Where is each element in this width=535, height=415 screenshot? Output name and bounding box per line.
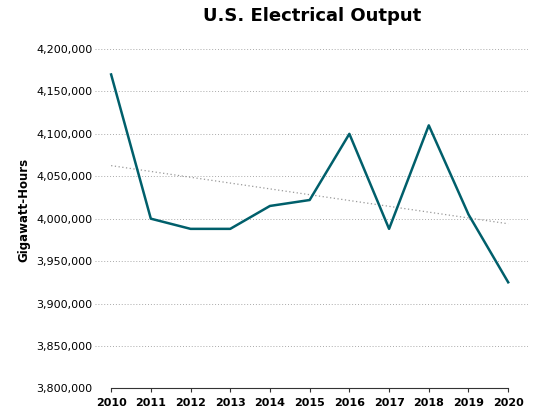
Title: U.S. Electrical Output: U.S. Electrical Output [203, 7, 421, 25]
Y-axis label: Gigawatt-Hours: Gigawatt-Hours [18, 158, 30, 262]
